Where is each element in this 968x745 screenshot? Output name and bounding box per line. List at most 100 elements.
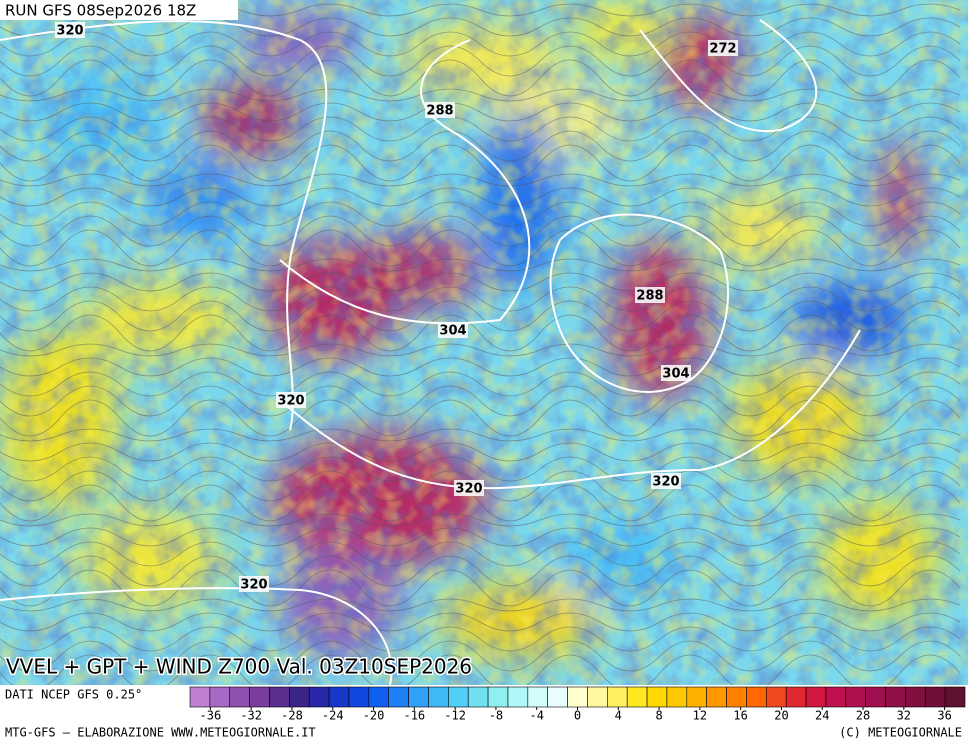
colorbar-cell [607,686,628,708]
colorbar-tick-label: 12 [693,709,707,723]
colorbar-cell [805,686,827,708]
colorbar-cell [487,686,509,708]
colorbar-cell [905,686,926,708]
streamline [0,314,961,352]
contour-line [0,20,328,431]
colorbar-cell [765,686,787,708]
data-source: DATI NCEP GFS 0.25° [5,688,142,702]
streamline [0,612,961,632]
streamline [0,130,961,162]
colorbar: -36 -32 -28 -24 -20 -16 -12 -8 -4 0 4 8 12 16 20 24 28 32… [189,686,966,723]
colorbar-cell [209,686,231,708]
colorbar-cell [428,686,449,708]
contour-line [279,39,531,325]
colorbar-tick-label: 32 [897,709,911,723]
streamline [0,258,961,272]
contour-line [639,19,818,133]
colorbar-cell [388,686,409,708]
colorbar-cell [547,686,568,708]
colorbar-cell [308,686,330,708]
streamline [0,343,961,357]
contour-label: 304 [439,324,466,339]
streamline [0,201,961,227]
run-label: RUN GFS 08Sep2026 18Z [5,2,196,20]
colorbar-tick-label: 8 [655,709,662,723]
colorbar-cell [189,686,211,708]
colorbar-tick-label: -32 [240,709,262,723]
streamline [0,45,961,77]
colorbar-cell [626,686,648,708]
streamline [0,59,961,97]
run-box [0,0,238,20]
colorbar-cell [448,686,469,708]
streamline [0,385,961,417]
streamline [0,640,961,672]
colorbar-cell [229,686,250,708]
colorbar-cell [746,686,767,708]
colorbar-cell [527,686,548,708]
contour-label: 320 [56,24,83,39]
colorbar-cell [249,686,270,708]
contour-label: 272 [709,42,736,57]
colorbar-cell [587,686,608,708]
colorbar-cell [289,686,310,708]
streamline [0,17,961,37]
streamline [0,399,961,437]
colorbar-cell [269,686,290,708]
streamline [0,229,961,267]
contour-line [549,213,729,393]
streamline [0,527,961,547]
colorbar-cell [368,686,390,708]
colorbar-tick-label: -36 [200,709,222,723]
colorbar-cell [706,686,727,708]
colorbar-cell [944,686,966,708]
streamline [0,173,961,187]
streamline [0,272,961,292]
contour-label: 320 [455,482,482,497]
map-area: 320 272 288 288 304 304 320 320 320 320 VVEL + GP… [0,0,968,685]
streamline [0,215,961,247]
contour-label-bg [454,480,484,496]
credit: MTG-GFS – ELABORAZIONE WWW.METEOGIORNALE… [5,726,316,740]
colorbar-tick-label: 0 [574,709,581,723]
streamline [0,456,961,482]
contour-label: 320 [277,394,304,409]
contour-label: 320 [652,475,679,490]
colorbar-tick-label: -28 [281,709,303,723]
colorbar-cell [924,686,946,708]
streamline [0,116,961,142]
streamline [0,428,961,442]
contour-label: 304 [662,367,689,382]
colorbar-tick-label: 36 [937,709,951,723]
colorbar-tick-label: 16 [733,709,747,723]
copyright: (C) METEOGIORNALE [839,726,962,740]
streamline [0,187,961,207]
streamline [0,654,961,685]
contour-label-bg [651,473,681,489]
colorbar-tick-label: -20 [363,709,385,723]
contour-label-bg [239,576,269,592]
contour-label: 320 [240,578,267,593]
colorbar-cell [507,686,529,708]
colorbar-cell [348,686,370,708]
colorbar-cell [726,686,747,708]
colorbar-cell [328,686,350,708]
contour-label-bg [55,22,85,38]
streamline [0,598,961,612]
colorbar-tick-label: 4 [615,709,622,723]
contour-line [0,587,393,685]
field-texture [0,0,968,685]
streamline [0,144,961,182]
contour-label-bg [425,102,455,118]
colorbar-cell [825,686,847,708]
streamline [0,286,961,312]
colorbar-cell [845,686,866,708]
contour-line [279,329,861,490]
colorbar-cell [567,686,588,708]
colorbar-cell [865,686,886,708]
colorbar-tick-label: -8 [489,709,503,723]
colorbar-cell [467,686,489,708]
streamline [0,569,961,607]
